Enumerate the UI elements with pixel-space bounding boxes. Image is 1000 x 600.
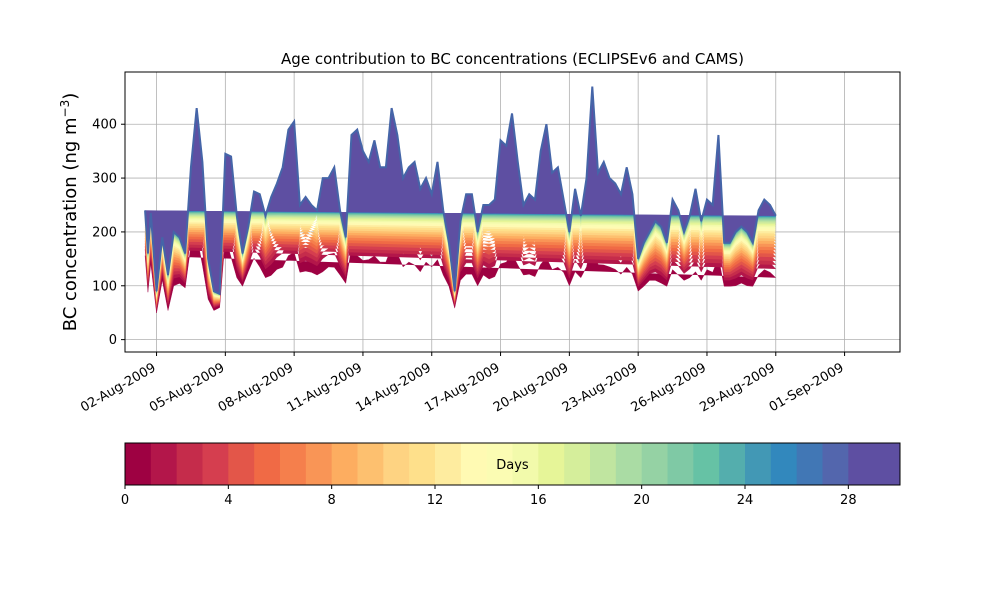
colorbar-segment [770,443,798,485]
y-axis-label-exponent: −3 [58,100,72,118]
colorbar-segment [460,443,488,485]
x-axis-ticks: 02-Aug-200905-Aug-200908-Aug-200911-Aug-… [78,352,847,416]
x-tick-label: 08-Aug-2009 [216,360,296,415]
age-stacked-areas [144,86,777,313]
colorbar-segment [719,443,746,485]
x-tick-label: 01-Sep-2009 [767,360,847,415]
y-tick-label: 200 [92,225,117,240]
colorbar-segment [615,443,643,485]
colorbar-segment [848,443,875,485]
colorbar-label: Days [496,458,529,473]
colorbar-segment [305,443,333,485]
colorbar-tick-label: 16 [530,493,547,508]
x-tick-label: 20-Aug-2009 [491,360,571,415]
total-concentration-line [144,86,777,296]
age-band-area [144,234,776,313]
colorbar: Days 0 4 8 12 16 20 24 28 [121,442,901,508]
colorbar-segment [796,443,823,485]
colorbar-segment [667,443,694,485]
colorbar-frame [124,442,901,486]
age-band-area [144,188,776,306]
y-axis-label: BC concentration (ng m−3) [58,93,81,332]
colorbar-segment [590,443,617,485]
colorbar-segment [512,443,539,485]
colorbar-segment [538,443,565,485]
x-tick-label: 17-Aug-2009 [422,360,502,415]
colorbar-ticks: 0 4 8 12 16 20 24 28 [121,485,857,508]
y-axis-ticks: 0 100 200 300 400 [92,118,125,348]
colorbar-segment [874,443,901,485]
age-band-area [144,171,776,304]
colorbar-segment [280,443,307,485]
colorbar-segment [641,443,668,485]
colorbar-segment [486,443,513,485]
colorbar-segment [331,443,358,485]
colorbar-segment [564,443,591,485]
colorbar-segment [357,443,384,485]
colorbar-segment [150,443,178,485]
plot-frame [124,71,901,353]
colorbar-segments [125,443,901,485]
y-tick-label: 100 [92,279,117,294]
colorbar-segment [435,443,462,485]
colorbar-tick-label: 12 [427,493,444,508]
x-tick-label: 29-Aug-2009 [697,360,777,415]
colorbar-tick-label: 8 [328,493,336,508]
colorbar-tick-label: 24 [737,493,754,508]
chart-title: Age contribution to BC concentrations (E… [281,50,744,68]
age-band-area [144,163,776,303]
colorbar-tick-label: 0 [121,493,129,508]
colorbar-segment [202,443,229,485]
colorbar-segment [409,443,436,485]
x-tick-label: 26-Aug-2009 [629,360,709,415]
y-tick-label: 0 [109,333,117,348]
colorbar-segment [745,443,772,485]
colorbar-segment [228,443,255,485]
x-tick-label: 11-Aug-2009 [285,360,365,415]
x-tick-label: 14-Aug-2009 [353,360,433,415]
x-tick-label: 02-Aug-2009 [78,360,158,415]
age-band-area [144,179,776,305]
y-tick-label: 400 [92,118,117,133]
colorbar-tick-label: 20 [633,493,650,508]
y-axis-label-suffix: ) [60,93,81,100]
colorbar-segment [383,443,410,485]
colorbar-tick-label: 4 [224,493,232,508]
colorbar-segment [693,443,720,485]
colorbar-segment [125,443,152,485]
colorbar-segment [176,443,203,485]
colorbar-tick-label: 28 [840,493,857,508]
x-tick-label: 05-Aug-2009 [147,360,227,415]
colorbar-segment [254,443,281,485]
x-tick-label: 23-Aug-2009 [560,360,640,415]
colorbar-segment [822,443,849,485]
y-tick-label: 300 [92,172,117,187]
plot-area: 0 100 200 300 400 02-Aug-200905-Aug-200908-A… [78,71,901,416]
